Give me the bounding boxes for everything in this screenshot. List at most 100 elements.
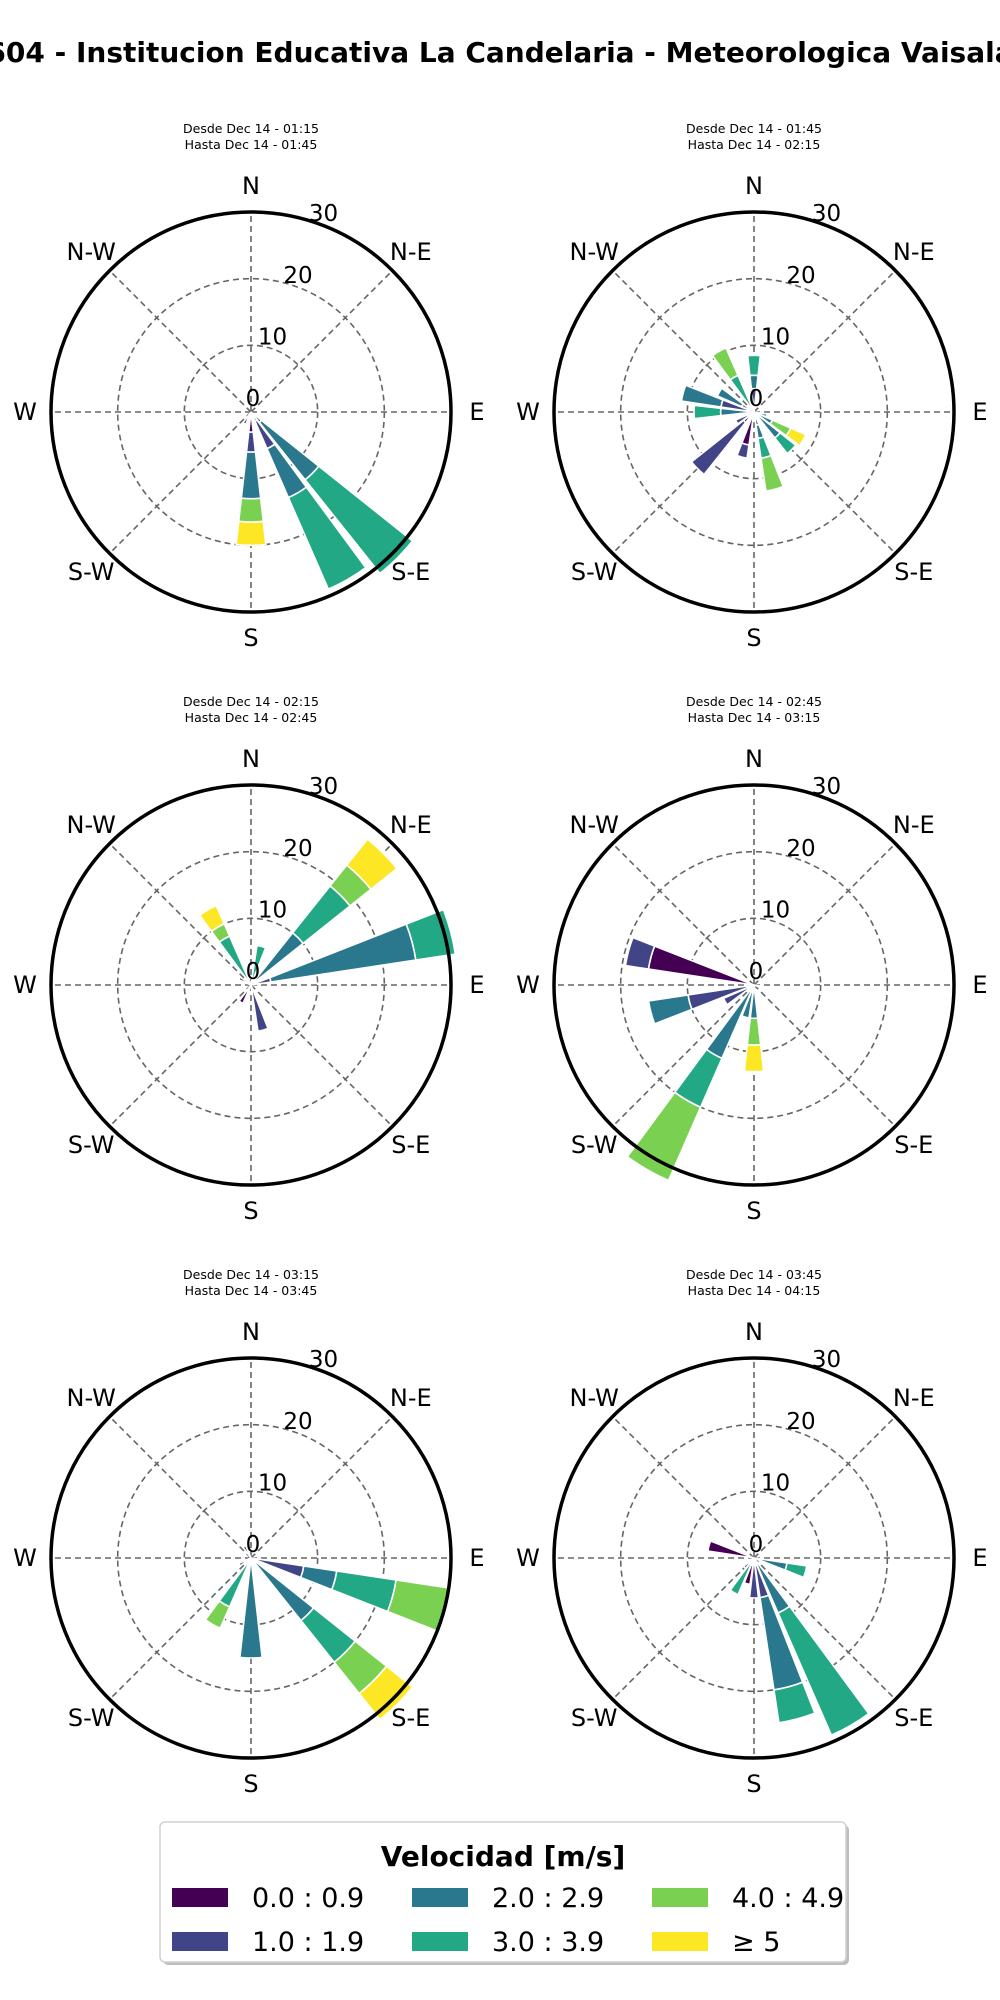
wind-bar-segment — [740, 984, 755, 1019]
wind-sector — [753, 411, 797, 455]
wind-bar-segment — [693, 404, 722, 420]
wind-bar-segment — [245, 430, 257, 453]
wind-bar-segment — [784, 1562, 808, 1579]
direction-label: S-E — [391, 558, 430, 586]
radial-tick-label: 0 — [246, 1532, 261, 1558]
legend: Velocidad [m/s] 0.0 : 0.9 1.0 : 1.9 2.0 : 2… — [159, 1821, 849, 1965]
direction-label: S-E — [894, 1704, 933, 1732]
legend-swatch — [652, 1932, 708, 1951]
wind-sector — [241, 411, 252, 426]
grid-spoke — [753, 1416, 896, 1559]
wind-sector — [250, 908, 457, 986]
grid-spoke — [753, 843, 896, 986]
direction-label: S — [243, 624, 258, 652]
grid-spoke — [109, 1557, 252, 1700]
direction-label: N-E — [893, 811, 935, 839]
panel-subtitle-line: Desde Dec 14 - 02:15 — [183, 694, 319, 709]
grid-spoke — [109, 270, 252, 413]
wind-sector — [241, 1544, 252, 1559]
wind-bar-segment — [753, 411, 774, 425]
direction-label: S-W — [68, 1131, 115, 1159]
wind-sector — [753, 1557, 816, 1724]
wind-bar-segment — [626, 1091, 702, 1182]
direction-label: W — [516, 971, 540, 999]
radial-tick-label: 20 — [786, 836, 815, 862]
wind-sector — [626, 984, 755, 1182]
direction-label: S-E — [391, 1704, 430, 1732]
direction-label: S — [746, 624, 761, 652]
grid-spoke — [109, 843, 252, 986]
direction-label: S-E — [391, 1131, 430, 1159]
wind-sector — [624, 936, 755, 986]
radial-tick-label: 10 — [258, 897, 287, 923]
panel-subtitle-line: Desde Dec 14 - 02:45 — [686, 694, 822, 709]
grid-spoke — [612, 1557, 755, 1700]
direction-label: N-W — [67, 811, 116, 839]
direction-label: N-W — [570, 238, 619, 266]
wind-bar-segment — [753, 984, 762, 989]
direction-label: E — [972, 1544, 987, 1572]
wind-sector — [753, 411, 807, 447]
wind-sector — [250, 1557, 414, 1721]
legend-swatch — [412, 1932, 468, 1951]
wind-sector — [237, 975, 252, 986]
wind-bar-segment — [647, 945, 755, 986]
grid-spoke — [109, 411, 252, 554]
wind-bar-segment — [250, 1557, 305, 1579]
radial-tick-label: 10 — [761, 324, 790, 350]
polar-frame — [552, 210, 956, 614]
wind-bar-segment — [743, 1043, 765, 1073]
direction-label: E — [469, 398, 484, 426]
legend-item: 4.0 : 4.9 — [652, 1883, 844, 1914]
wind-bar-segment — [722, 984, 755, 1006]
grid-ring — [183, 917, 319, 1053]
radial-tick-label: 20 — [786, 263, 815, 289]
wind-sector — [753, 1557, 870, 1737]
panel-subtitle-line: Hasta Dec 14 - 02:15 — [688, 137, 821, 152]
legend-swatch — [172, 1888, 228, 1907]
grid-spoke — [250, 270, 393, 413]
direction-label: N — [242, 172, 260, 200]
wind-bar-segment — [299, 1565, 338, 1591]
direction-label: N-E — [390, 811, 432, 839]
wind-sector — [250, 837, 399, 986]
grid-spoke — [753, 984, 896, 1127]
wind-sector — [706, 1539, 755, 1559]
panel-subtitle-line: Hasta Dec 14 - 03:15 — [688, 710, 821, 725]
polar-frame — [49, 210, 453, 614]
polar-frame — [49, 1356, 453, 1760]
direction-label: S-W — [68, 558, 115, 586]
wind-bar-segment — [706, 1539, 755, 1559]
wind-bar-segment — [753, 411, 769, 418]
wind-sector — [238, 1557, 264, 1659]
wind-sector — [237, 1557, 252, 1568]
wind-bar-segment — [746, 354, 762, 377]
direction-label: N — [242, 1318, 260, 1346]
grid-ring — [619, 850, 889, 1120]
wind-bar-segment — [729, 374, 755, 413]
wind-bar-segment — [240, 450, 262, 500]
grid-ring — [116, 277, 386, 547]
radial-tick-label: 0 — [246, 386, 261, 412]
wind-sector — [753, 411, 769, 418]
grid-spoke — [250, 984, 393, 1127]
direction-label: N-W — [570, 811, 619, 839]
wind-sector — [742, 1557, 755, 1570]
direction-label: N — [745, 172, 763, 200]
direction-label: N — [745, 745, 763, 773]
grid-spoke — [612, 1416, 755, 1559]
direction-label: W — [516, 398, 540, 426]
direction-label: S — [746, 1197, 761, 1225]
radial-tick-label: 10 — [761, 897, 790, 923]
wind-bar-segment — [746, 1017, 762, 1046]
grid-ring — [686, 344, 822, 480]
wind-sector — [753, 1557, 808, 1579]
legend-item: 2.0 : 2.9 — [412, 1883, 604, 1914]
wind-sector — [647, 984, 755, 1025]
wind-bar-segment — [705, 984, 755, 1060]
wind-sector — [204, 1557, 252, 1630]
panel-subtitle-line: Desde Dec 14 - 03:45 — [686, 1267, 822, 1282]
legend-label: 3.0 : 3.9 — [492, 1927, 604, 1958]
